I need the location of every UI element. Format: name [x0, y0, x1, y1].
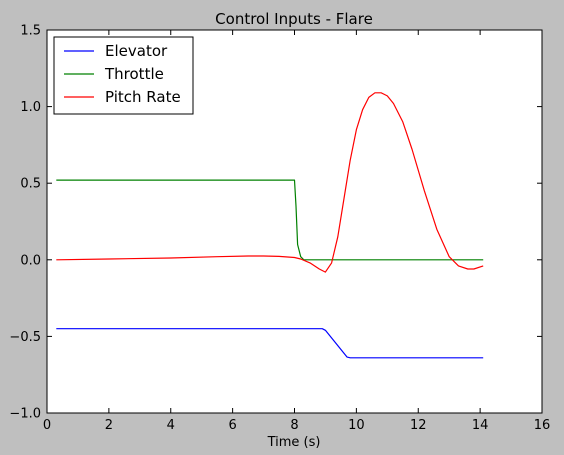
legend-label: Elevator: [105, 42, 168, 60]
series-line-pitch-rate: [56, 92, 484, 273]
axis-ticks: 0 2 4 6 8 10 12 14 16 −1.0 −0.5 0.0 0.5 1.0 1.5: [9, 24, 550, 434]
x-axis-label: Time (s): [267, 435, 321, 450]
x-tick-label: 6: [228, 418, 236, 433]
plot-frame: [46, 29, 543, 414]
y-tick-label: 1.5: [20, 24, 41, 39]
x-tick-label: 14: [472, 418, 489, 433]
x-tick-label: 16: [534, 418, 551, 433]
y-tick-label: 0.0: [20, 253, 41, 268]
x-tick-label: 10: [348, 418, 365, 433]
x-tick-label: 4: [167, 418, 175, 433]
legend: Elevator Throttle Pitch Rate: [53, 36, 194, 115]
legend-label: Throttle: [104, 65, 164, 83]
y-tick-label: −1.0: [9, 407, 41, 422]
x-tick-label: 12: [410, 418, 427, 433]
x-tick-label: 0: [43, 418, 51, 433]
series-layer: [56, 92, 484, 359]
series-line-elevator: [56, 328, 484, 359]
chart-title: Control Inputs - Flare: [215, 10, 373, 28]
y-tick-label: −0.5: [9, 330, 41, 345]
y-tick-label: 0.5: [20, 177, 41, 192]
x-tick-label: 2: [105, 418, 113, 433]
x-tick-label: 8: [290, 418, 298, 433]
y-tick-label: 1.0: [20, 100, 41, 115]
legend-label: Pitch Rate: [105, 88, 181, 106]
legend-box: [53, 36, 194, 115]
